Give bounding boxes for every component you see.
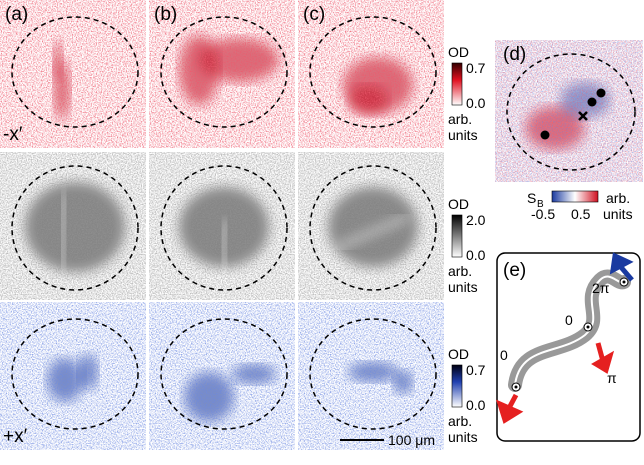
colorbar: [452, 215, 462, 257]
colorbar-max: 0.5: [571, 206, 591, 222]
figure: (a)(b)(c)-x′OD0.70.0arb.unitsOD2.00.0arb…: [0, 0, 644, 460]
colorbar-title: OD: [448, 346, 469, 362]
colorbar-unit: arb.: [448, 263, 472, 279]
colorbar-min: 0.0: [466, 95, 486, 111]
image-panel: [149, 152, 295, 300]
panel-label: (c): [303, 4, 325, 25]
phase-label: 0: [565, 312, 573, 328]
colorbar-unit: units: [603, 206, 633, 222]
marker: [597, 89, 606, 98]
colorbar-min: 0.0: [466, 397, 486, 413]
side-label: +x′: [3, 426, 28, 447]
panel-label: (d): [503, 44, 526, 65]
noise: [149, 152, 295, 300]
side-label: -x′: [3, 124, 23, 145]
colorbar: [552, 191, 598, 202]
colorbar-unit: arb.: [448, 413, 472, 429]
panel-label: (b): [154, 4, 177, 25]
image-panel: [298, 152, 444, 300]
colorbar-unit: arb.: [448, 111, 472, 127]
colorbar-min: 0.0: [466, 247, 486, 263]
noise: [0, 152, 146, 300]
marker: [588, 98, 597, 107]
phase-label: 0: [500, 347, 508, 363]
panel-label: (e): [503, 260, 526, 281]
panel-label: (a): [5, 4, 28, 25]
noise: [149, 302, 295, 450]
colorbar-max: 0.7: [466, 60, 486, 76]
colorbar-unit: arb.: [606, 190, 630, 206]
colorbar: [452, 63, 462, 105]
node-dot: [515, 386, 518, 389]
noise: [298, 302, 444, 450]
phase-label: π: [607, 370, 617, 386]
colorbar: [452, 365, 462, 407]
colorbar-unit: units: [448, 127, 478, 143]
marker: [541, 131, 550, 140]
colorbar-title: S: [527, 190, 536, 206]
colorbar-max: 2.0: [466, 212, 486, 228]
image-panel: [0, 152, 146, 300]
image-panel: [149, 302, 295, 450]
image-panel: [298, 302, 444, 450]
colorbar-max: 0.7: [466, 362, 486, 378]
scale-bar-label: 100 μm: [388, 432, 435, 448]
colorbar-unit: units: [448, 429, 478, 445]
colorbar-min: -0.5: [531, 206, 555, 222]
node-dot: [623, 281, 626, 284]
colorbar-title: OD: [448, 44, 469, 60]
noise: [298, 152, 444, 300]
colorbar-title: OD: [448, 196, 469, 212]
phase-label: 2π: [592, 280, 610, 296]
colorbar-unit: units: [448, 279, 478, 295]
node-dot: [587, 326, 590, 329]
